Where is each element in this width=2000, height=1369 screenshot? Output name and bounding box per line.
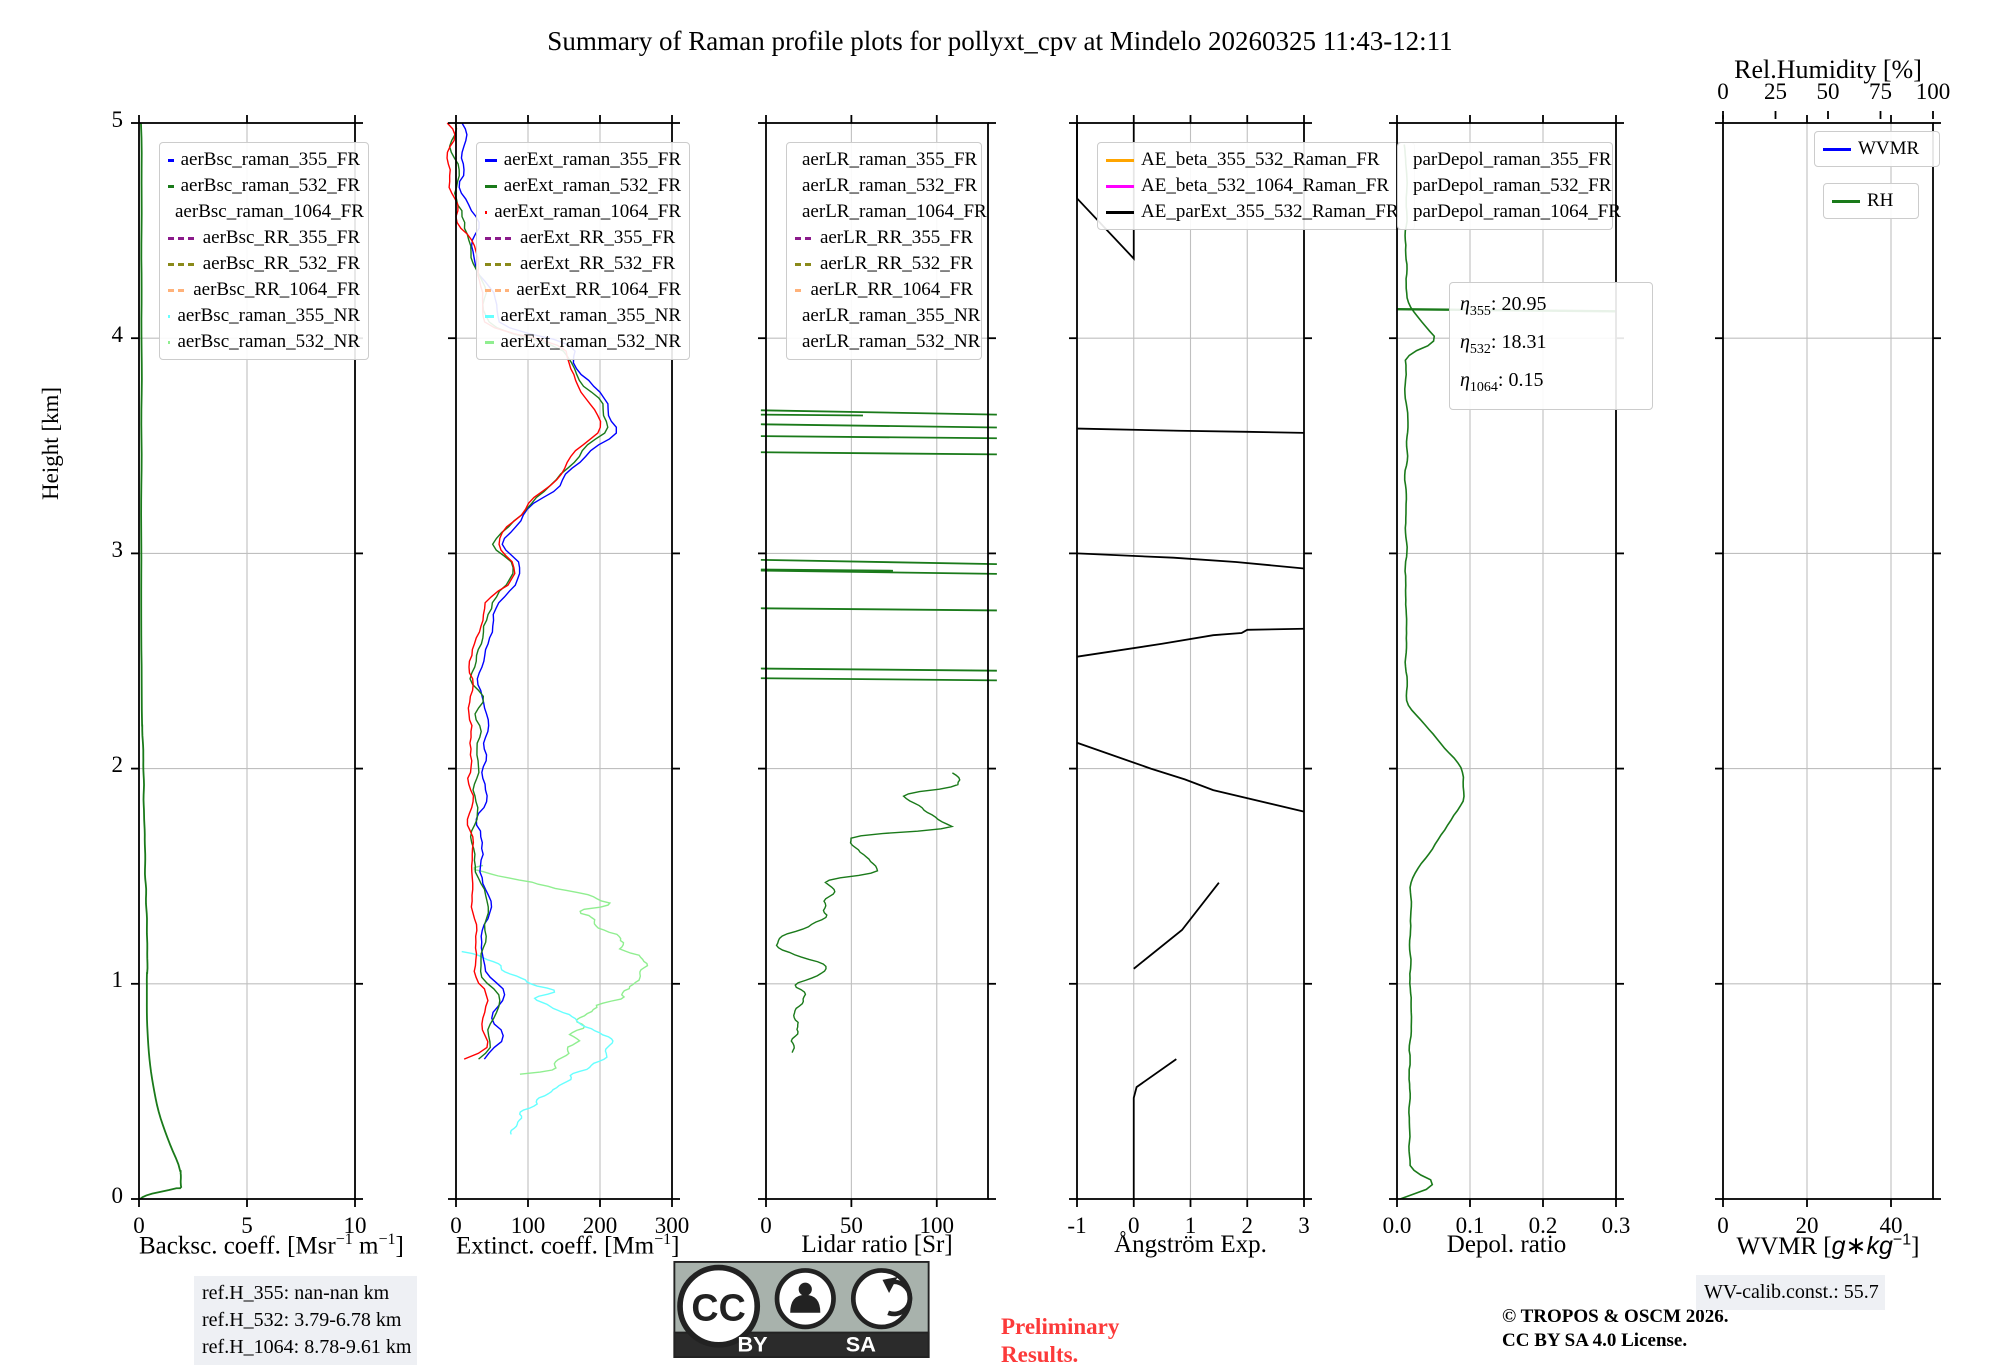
svg-text:CC: CC — [691, 1286, 745, 1328]
svg-text:BY: BY — [737, 1331, 768, 1356]
svg-text:SA: SA — [846, 1331, 876, 1356]
